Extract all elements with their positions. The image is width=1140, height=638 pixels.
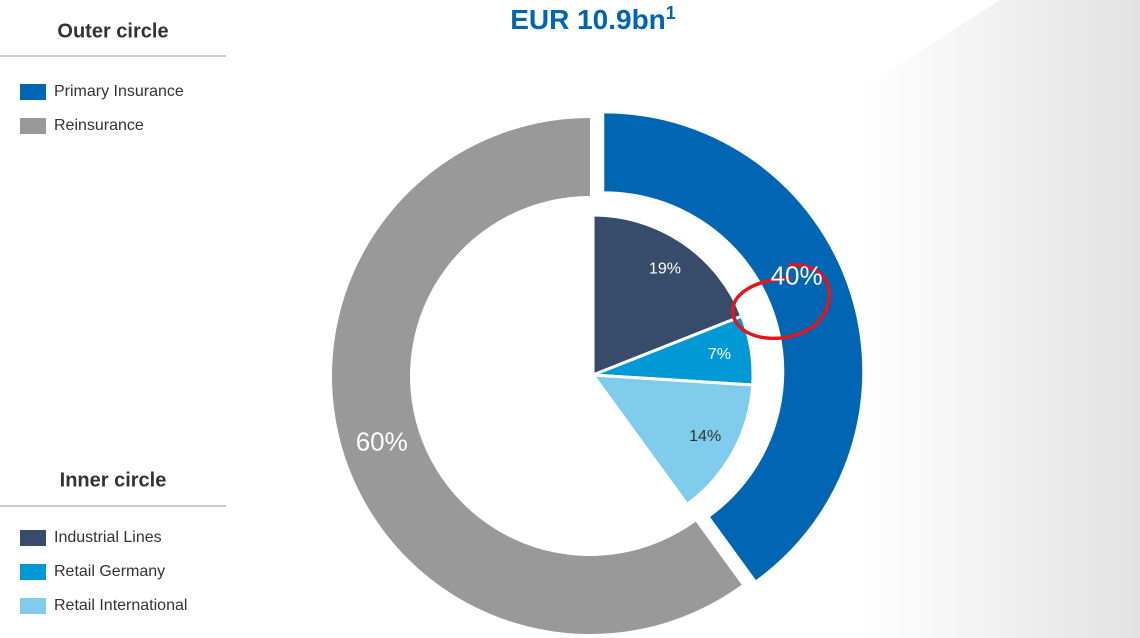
legend-label: Retail International <box>54 597 187 614</box>
inner-segment <box>591 373 755 506</box>
outer-segment <box>604 113 863 581</box>
annotation-circle <box>731 263 832 341</box>
legend-label: Reinsurance <box>54 117 144 134</box>
data-label: 7% <box>708 346 731 363</box>
legend-swatch <box>20 84 46 100</box>
legend-label: Retail Germany <box>54 563 165 580</box>
data-label: 14% <box>689 428 721 445</box>
legend-label: Primary Insurance <box>54 83 184 100</box>
legend-swatch <box>20 598 46 614</box>
background-panel <box>860 0 1140 638</box>
data-label: 60% <box>356 427 408 457</box>
title-footnote: 1 <box>666 3 676 23</box>
data-label: 19% <box>649 260 681 277</box>
legend-swatch <box>20 564 46 580</box>
data-label: 40% <box>771 260 823 290</box>
title-text: EUR 10.9bn <box>510 4 666 35</box>
legend-swatch <box>20 118 46 134</box>
legend-swatch <box>20 530 46 546</box>
legend-label: Industrial Lines <box>54 529 162 546</box>
legend-title: Outer circle <box>57 20 168 42</box>
legend-title: Inner circle <box>60 469 167 491</box>
outer-segment <box>331 118 742 635</box>
chart-title: EUR 10.9bn1 <box>510 3 676 36</box>
